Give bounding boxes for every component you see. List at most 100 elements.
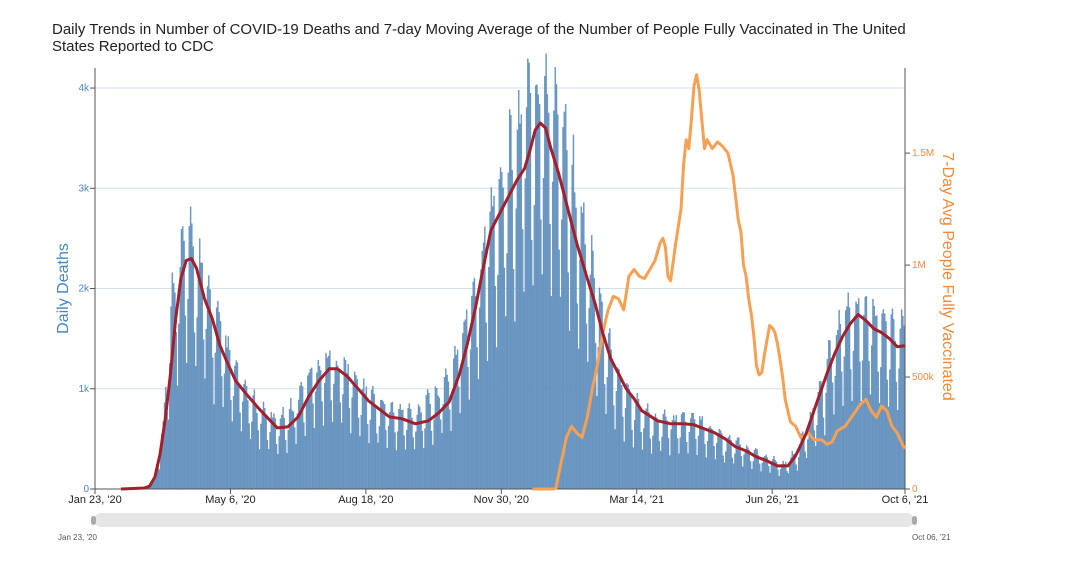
range-slider-end-handle[interactable] [912, 516, 917, 525]
deaths-bar [855, 301, 857, 490]
slider-end-label: Oct 06, '21 [912, 533, 951, 542]
deaths-bar [238, 384, 240, 490]
deaths-bar [564, 104, 567, 490]
deaths-bar [531, 239, 533, 490]
deaths-bar [481, 250, 483, 490]
deaths-bar [191, 223, 193, 490]
deaths-bar [861, 360, 864, 490]
deaths-bar [705, 457, 707, 490]
deaths-bar [811, 414, 813, 490]
deaths-bar [703, 429, 705, 490]
deaths-bar [633, 420, 636, 490]
deaths-bar [885, 321, 887, 490]
deaths-bar [620, 385, 623, 490]
deaths-bar [512, 268, 515, 490]
deaths-bar [666, 420, 668, 490]
deaths-bar [212, 357, 214, 490]
deaths-bar [271, 417, 274, 490]
x-tick-label: Mar 14, '21 [609, 494, 664, 506]
deaths-bar [455, 354, 457, 490]
deaths-bar [686, 442, 688, 490]
deaths-bar [744, 449, 747, 490]
deaths-bar [324, 383, 326, 490]
deaths-bar [514, 321, 516, 490]
deaths-bar [290, 398, 292, 490]
deaths-bar [476, 347, 478, 490]
deaths-bar [738, 437, 740, 490]
range-slider-start-handle[interactable] [91, 516, 96, 525]
deaths-bar [617, 367, 619, 490]
deaths-bar [731, 457, 733, 490]
deaths-bar [382, 401, 384, 490]
deaths-bar [417, 404, 420, 490]
deaths-bar [447, 381, 450, 490]
deaths-bar [158, 469, 160, 490]
deaths-bar [688, 432, 691, 490]
deaths-bar [489, 211, 491, 490]
deaths-bar [365, 386, 368, 490]
deaths-bar [828, 340, 830, 490]
deaths-bar [770, 463, 773, 490]
deaths-bar [316, 372, 318, 490]
deaths-bar [433, 419, 435, 490]
deaths-bar [870, 345, 873, 490]
deaths-bar [261, 413, 263, 490]
deaths-bar [760, 471, 762, 490]
deaths-bar [798, 456, 800, 490]
deaths-bar [295, 444, 297, 490]
deaths-bar [391, 401, 394, 490]
deaths-bar [303, 422, 305, 490]
deaths-bar [635, 404, 637, 490]
deaths-bar [311, 367, 313, 490]
deaths-bar [232, 396, 235, 490]
deaths-bar [189, 206, 192, 490]
deaths-bar [380, 400, 382, 490]
deaths-bar [170, 306, 172, 490]
deaths-bar [755, 448, 757, 490]
deaths-bar [814, 446, 817, 490]
deaths-bar [846, 306, 848, 490]
deaths-bar [347, 364, 349, 490]
deaths-bar [344, 360, 347, 490]
deaths-bar [385, 430, 387, 490]
range-slider-track[interactable] [94, 513, 914, 527]
deaths-bar [506, 253, 508, 490]
deaths-bar [864, 296, 866, 490]
deaths-bar [187, 298, 189, 490]
deaths-bar [643, 428, 645, 490]
deaths-bar [287, 429, 289, 490]
deaths-bar [359, 436, 361, 490]
deaths-bar [465, 309, 468, 490]
deaths-bar [340, 422, 343, 490]
deaths-bar [460, 363, 463, 490]
deaths-bar [563, 111, 565, 490]
deaths-bar [372, 386, 374, 490]
deaths-bar [837, 329, 839, 490]
deaths-bar [268, 449, 270, 490]
deaths-bar [528, 62, 530, 490]
deaths-bar [248, 423, 250, 490]
deaths-bar [613, 405, 615, 490]
deaths-bar [494, 286, 496, 490]
deaths-bar [650, 453, 653, 490]
deaths-bar [252, 395, 254, 490]
deaths-bar [416, 414, 418, 490]
deaths-bar [308, 372, 310, 490]
deaths-bar [535, 85, 537, 490]
deaths-bar [748, 449, 750, 490]
deaths-bar [260, 423, 262, 490]
deaths-bar [743, 454, 745, 490]
deaths-bar [205, 328, 207, 490]
deaths-bar [278, 436, 280, 490]
deaths-bar [518, 89, 520, 490]
deaths-bar [452, 358, 455, 490]
deaths-bar [752, 461, 754, 490]
deaths-bar [300, 381, 302, 490]
deaths-bar [581, 212, 584, 490]
deaths-bar [279, 418, 282, 490]
deaths-bar [210, 317, 213, 490]
deaths-bar [498, 179, 500, 490]
deaths-bar [204, 378, 206, 490]
deaths-bar [833, 414, 835, 490]
deaths-bar [624, 408, 627, 490]
